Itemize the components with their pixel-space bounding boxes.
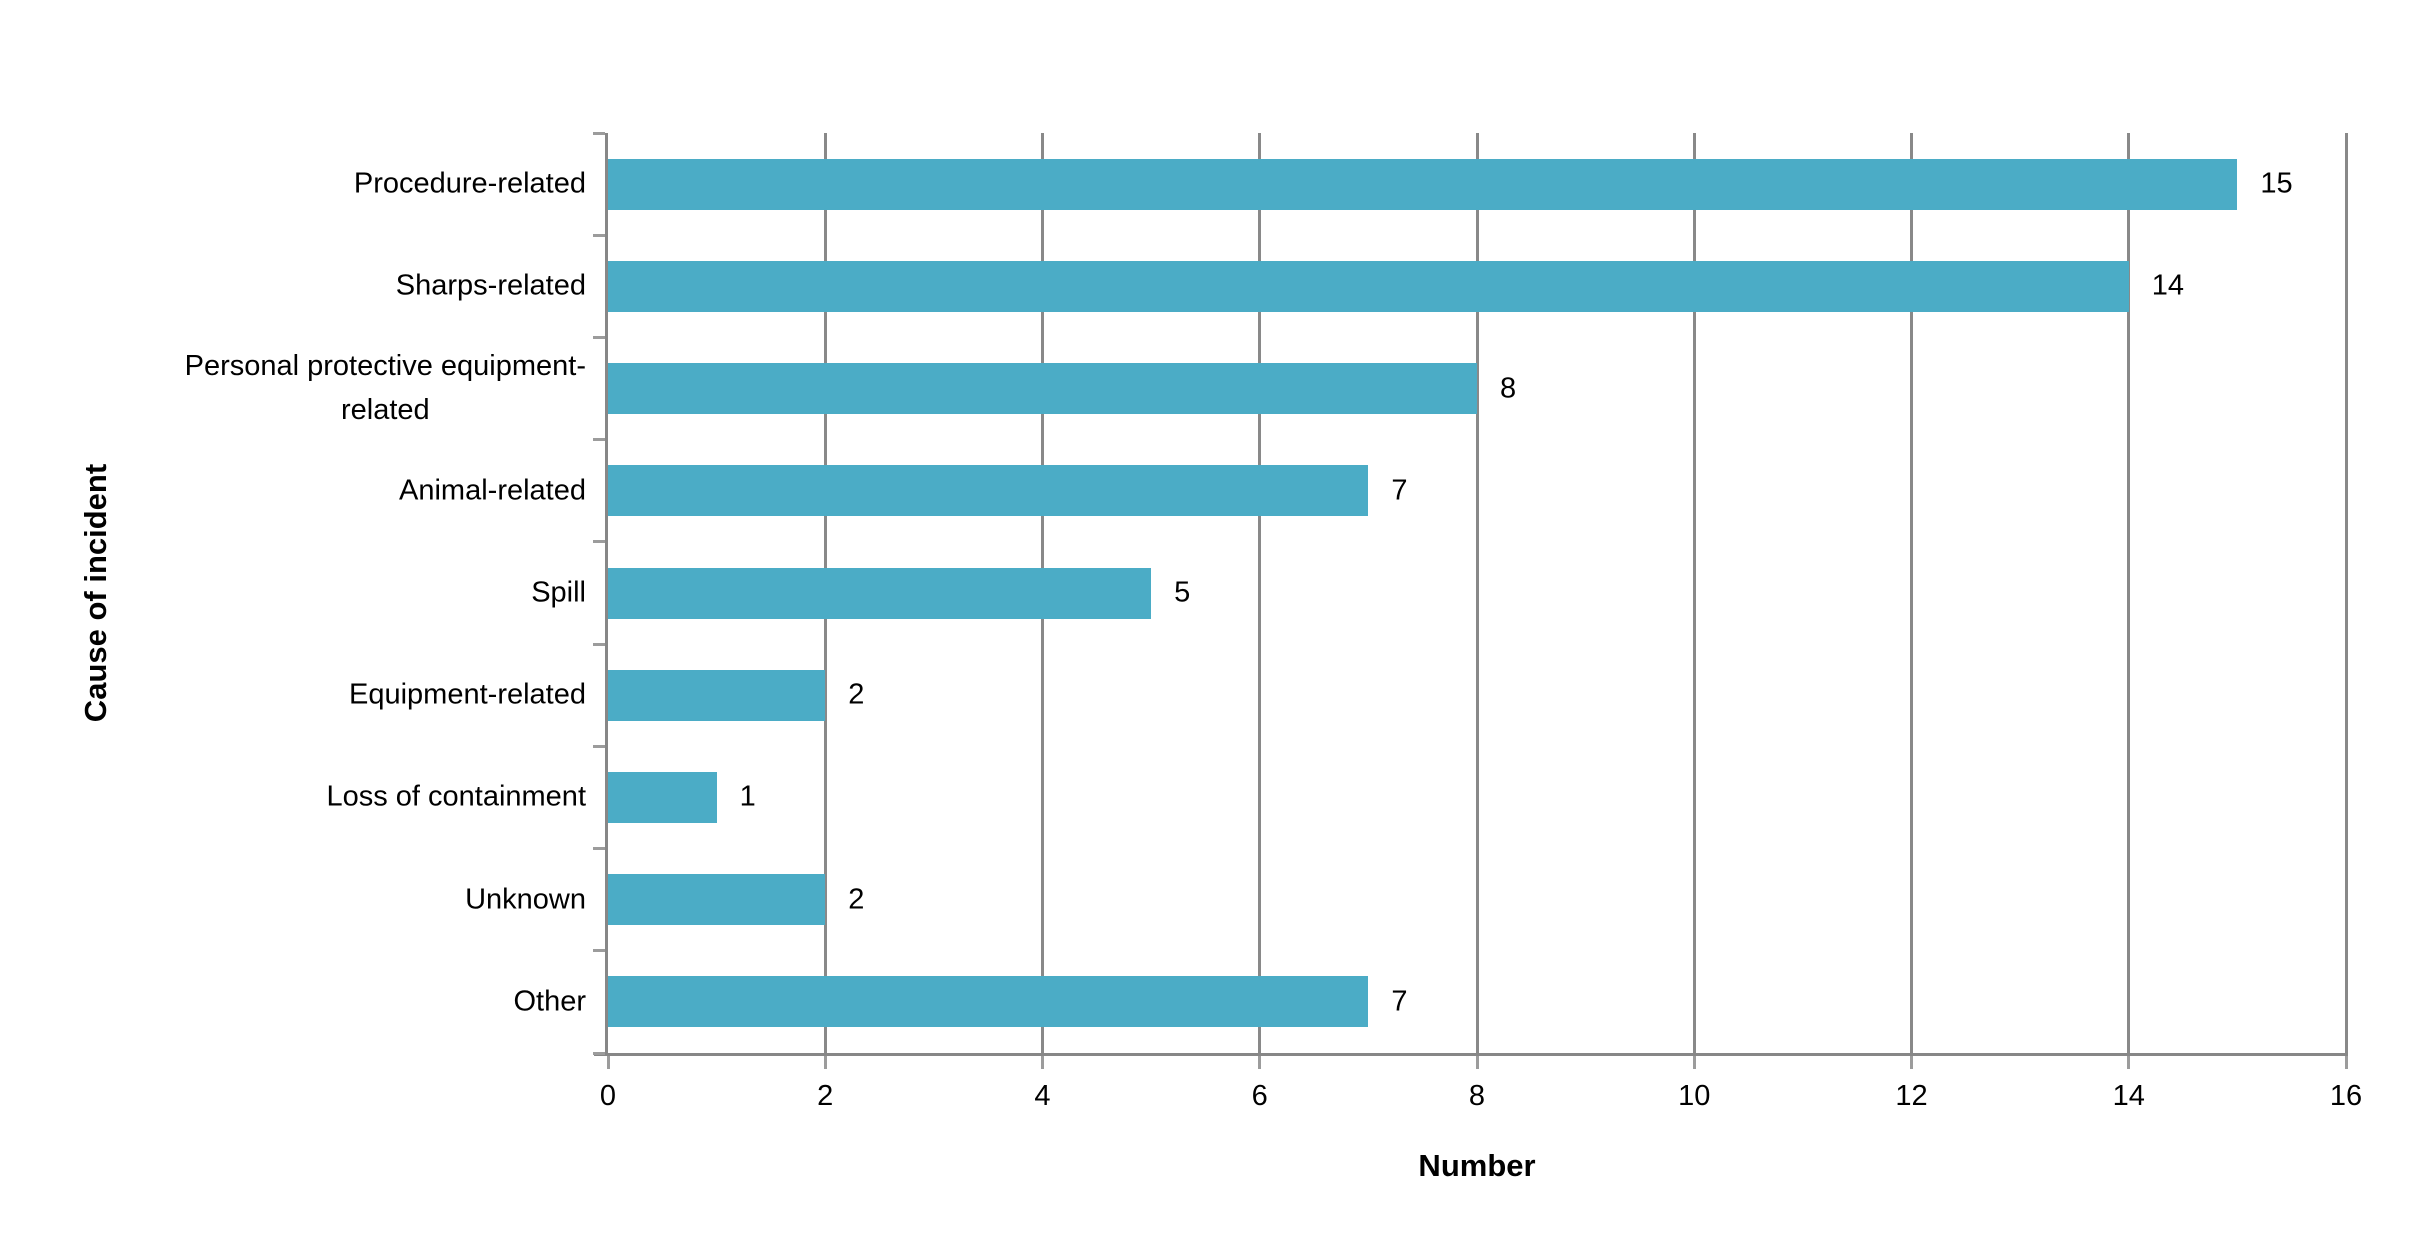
y-axis-tick: [593, 335, 605, 339]
x-axis-tick: [1910, 1056, 1913, 1069]
x-tick-label-0: 0: [599, 1080, 617, 1112]
x-axis-tick: [1475, 1056, 1479, 1069]
category-label-text: Equipment-related: [349, 678, 586, 711]
y-axis-tick: [593, 1051, 605, 1055]
bar-4: [608, 465, 1369, 517]
gridline-x-6: [1258, 133, 1262, 1053]
x-tick-label-16: 16: [2329, 1080, 2363, 1112]
y-axis-tick: [593, 540, 605, 544]
category-label-text: Unknown: [465, 883, 586, 916]
data-label-8: 2: [848, 883, 865, 916]
category-label-4: Animal-related: [0, 468, 586, 513]
category-label-text: Loss of containment: [326, 780, 586, 813]
x-axis-tick: [823, 1056, 827, 1069]
x-axis-tick: [2344, 1056, 2348, 1069]
x-tick-label-14: 14: [2112, 1080, 2145, 1112]
y-axis-tick: [593, 949, 605, 953]
gridline-x-10: [1692, 133, 1696, 1053]
data-label-1: 15: [2260, 167, 2293, 200]
x-axis-tick: [1692, 1056, 1696, 1069]
bar-9: [608, 976, 1369, 1028]
y-axis-tick: [593, 233, 605, 237]
y-axis-tick: [593, 438, 605, 442]
category-label-text: Personal protective equipment- related: [184, 349, 586, 427]
x-axis-title: Number: [1418, 1148, 1536, 1183]
gridline-x-14: [2127, 133, 2131, 1053]
y-axis-tick: [593, 744, 605, 748]
data-label-3: 8: [1500, 372, 1517, 405]
category-label-6: Equipment-related: [0, 673, 586, 718]
category-label-text: Spill: [531, 576, 586, 609]
x-axis-tick: [1041, 1056, 1044, 1069]
y-axis-tick: [593, 847, 605, 851]
y-axis-line: [605, 133, 608, 1053]
category-label-text: Procedure-related: [353, 167, 586, 200]
data-label-4: 7: [1391, 474, 1408, 507]
bar-6: [608, 669, 826, 721]
category-label-1: Procedure-related: [0, 162, 586, 207]
bar-3: [608, 363, 1477, 415]
data-label-9: 7: [1391, 985, 1408, 1018]
category-label-text: Other: [513, 985, 586, 1018]
x-axis-tick: [606, 1056, 610, 1069]
x-tick-label-6: 6: [1251, 1080, 1268, 1112]
category-label-9: Other: [0, 979, 586, 1024]
category-label-2: Sharps-related: [0, 264, 586, 309]
x-tick-label-2: 2: [817, 1080, 834, 1112]
gridline-x-16: [2344, 133, 2348, 1053]
x-tick-label-8: 8: [1468, 1080, 1486, 1112]
data-label-2: 14: [2151, 269, 2185, 302]
gridline-x-8: [1475, 133, 1479, 1053]
x-axis-tick: [1258, 1056, 1262, 1069]
data-label-7: 1: [739, 780, 756, 813]
data-label-5: 5: [1174, 576, 1191, 609]
bar-7: [608, 771, 717, 823]
y-axis-tick: [593, 131, 605, 135]
category-label-3: Personal protective equipment- related: [0, 344, 586, 434]
x-axis-line: [594, 1053, 2348, 1056]
bar-8: [608, 874, 826, 926]
category-label-7: Loss of containment: [0, 775, 586, 820]
category-label-text: Sharps-related: [395, 269, 586, 302]
x-tick-label-12: 12: [1895, 1080, 1928, 1112]
gridline-x-12: [1910, 133, 1913, 1053]
bar-5: [608, 567, 1152, 619]
bar-2: [608, 260, 2129, 312]
category-label-text: Animal-related: [399, 474, 586, 507]
x-tick-label-4: 4: [1034, 1080, 1051, 1112]
bar-1: [608, 158, 2238, 210]
x-axis-tick: [2127, 1056, 2131, 1069]
category-label-5: Spill: [0, 571, 586, 616]
y-axis-tick: [593, 642, 605, 646]
data-label-6: 2: [848, 678, 865, 711]
category-label-8: Unknown: [0, 877, 586, 922]
x-tick-label-10: 10: [1678, 1080, 1711, 1112]
